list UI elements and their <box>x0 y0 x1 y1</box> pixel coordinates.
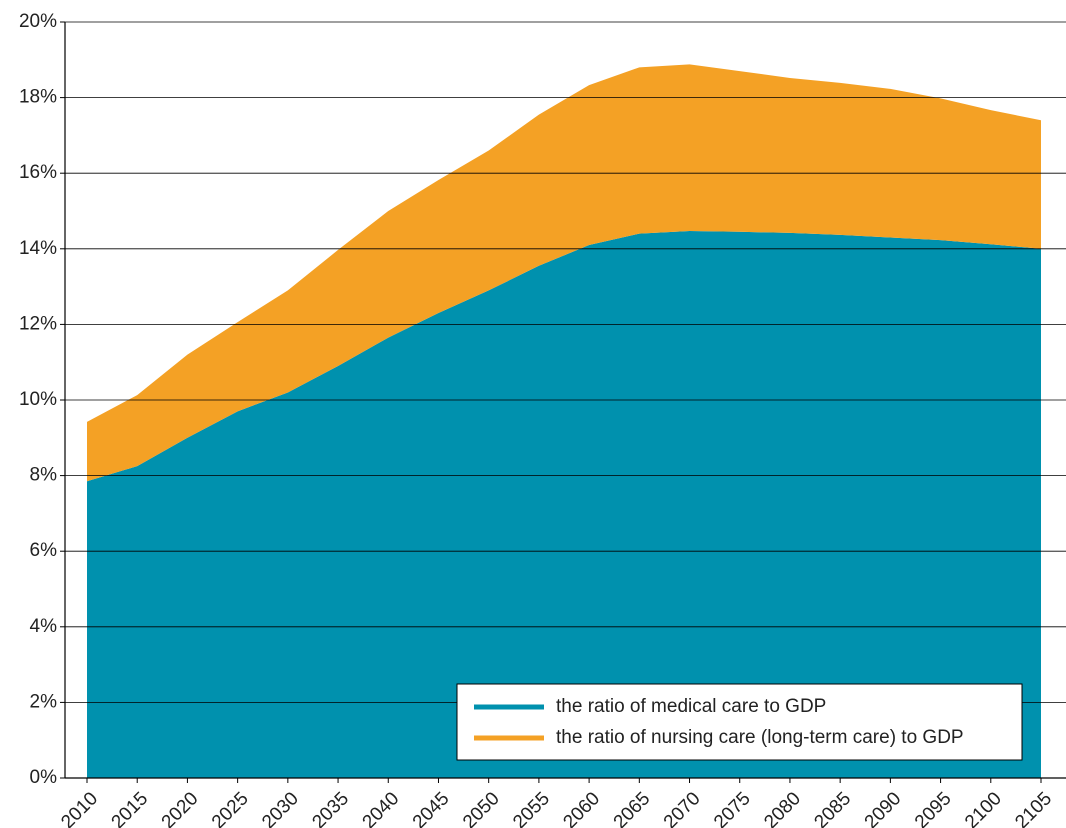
legend: the ratio of medical care to GDP the rati… <box>456 683 1023 761</box>
y-tick-label: 18% <box>19 87 57 108</box>
y-tick-label: 16% <box>19 162 57 183</box>
x-tick-label: 2075 <box>710 788 755 828</box>
area <box>87 231 1041 778</box>
x-tick-label: 2010 <box>57 788 102 828</box>
x-tick-label: 2070 <box>660 788 705 828</box>
y-tick-label: 20% <box>19 11 57 32</box>
x-tick-label: 2085 <box>810 788 855 828</box>
legend-label: the ratio of medical care to GDP <box>556 696 826 717</box>
x-tick-label: 2015 <box>108 788 153 828</box>
legend-box <box>456 683 1023 761</box>
x-tick-label: 2020 <box>158 788 203 828</box>
y-tick-label: 8% <box>30 465 58 486</box>
x-tick-label: 2035 <box>308 788 353 828</box>
x-tick-label: 2030 <box>258 788 303 828</box>
x-tick-label: 2090 <box>861 788 906 828</box>
y-tick-label: 10% <box>19 389 57 410</box>
x-tick-label: 2045 <box>409 788 454 828</box>
x-tick-label: 2105 <box>1011 788 1056 828</box>
y-tick-label: 6% <box>30 540 58 561</box>
x-tick-label: 2055 <box>509 788 554 828</box>
y-tick-label: 14% <box>19 238 57 259</box>
x-tick-label: 2080 <box>760 788 805 828</box>
x-tick-label: 2040 <box>359 788 404 828</box>
legend-label: the ratio of nursing care (long-term car… <box>556 727 964 748</box>
y-tick-label: 0% <box>30 767 58 788</box>
y-tick-label: 2% <box>30 691 58 712</box>
y-tick-label: 12% <box>19 313 57 334</box>
area <box>87 64 1041 482</box>
x-tick-label: 2095 <box>911 788 956 828</box>
x-tick-label: 2065 <box>610 788 655 828</box>
x-tick-label: 2025 <box>208 788 253 828</box>
y-tick-label: 4% <box>30 616 58 637</box>
x-tick-label: 2050 <box>459 788 504 828</box>
x-tick-label: 2100 <box>961 788 1006 828</box>
x-tick-label: 2060 <box>559 788 604 828</box>
